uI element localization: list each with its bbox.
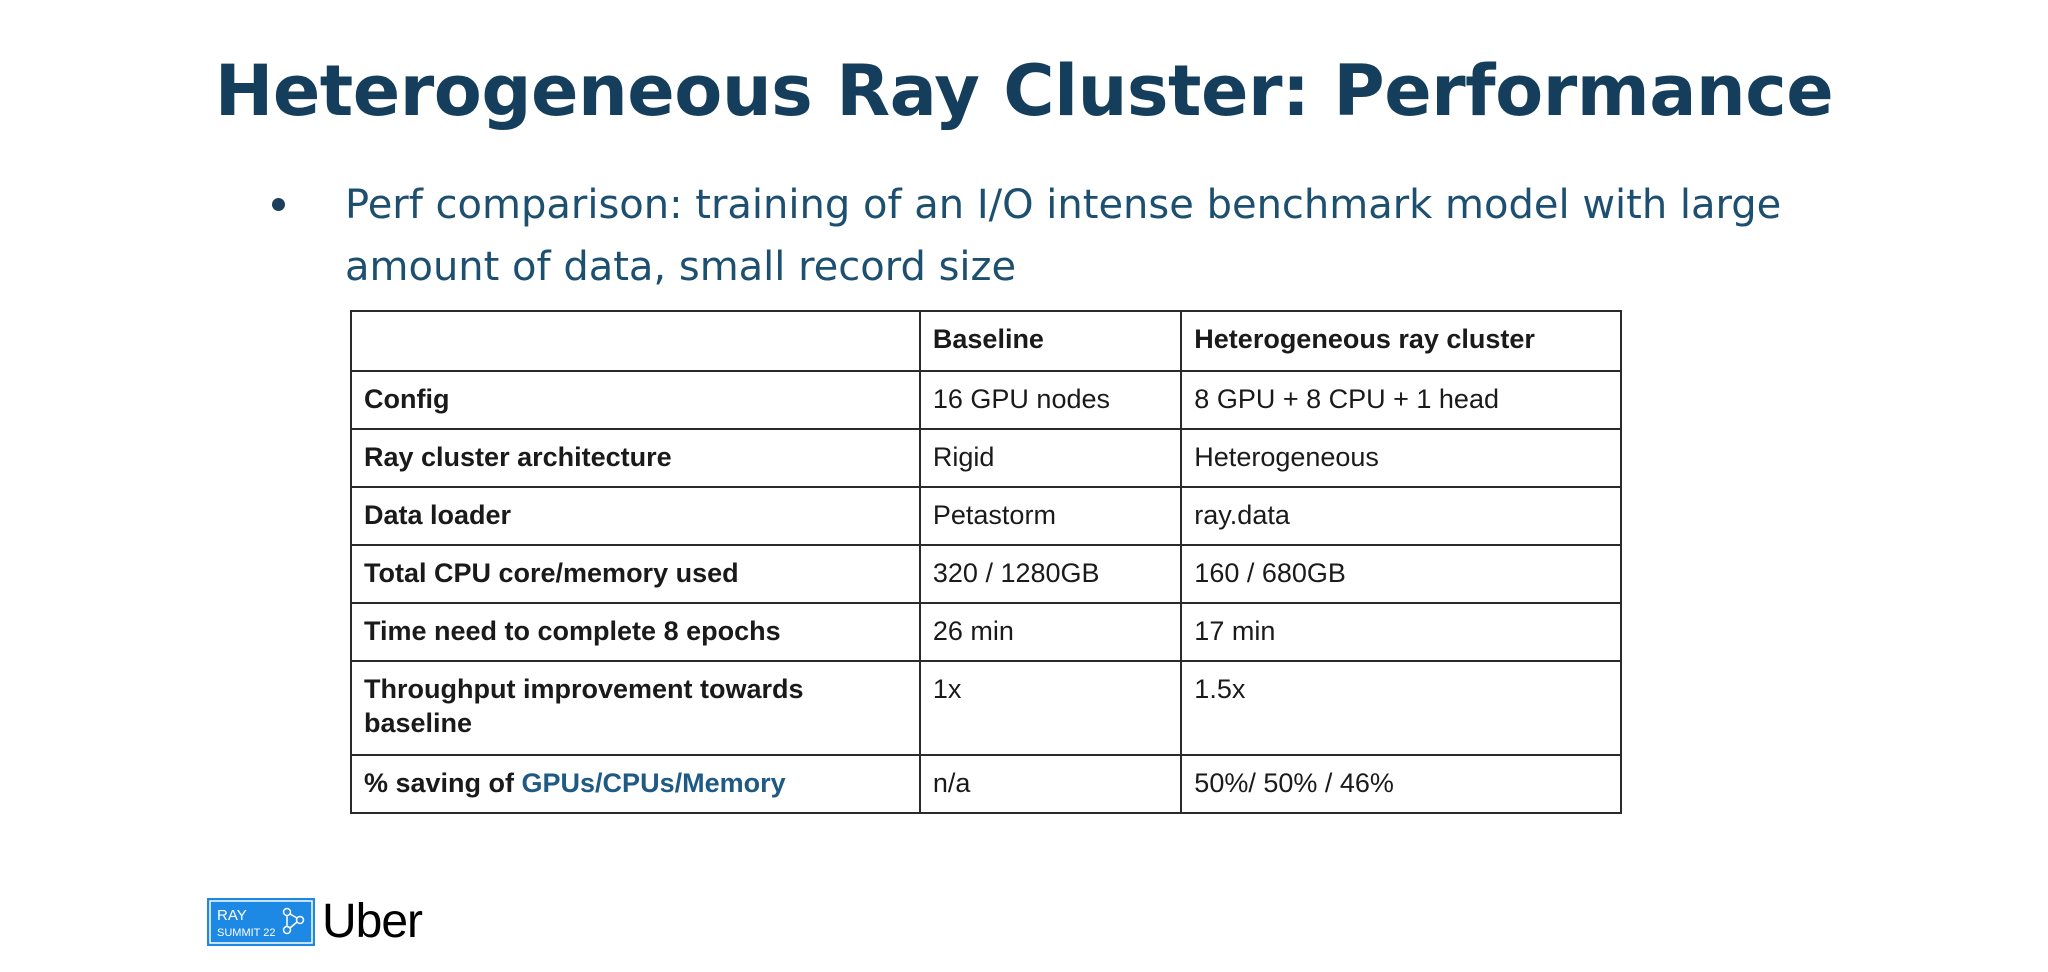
hetero-cell: Heterogeneous (1180, 428, 1622, 488)
row-label: % saving of GPUs/CPUs/Memory (350, 754, 921, 814)
performance-table: Baseline Heterogeneous ray cluster Confi… (350, 310, 1622, 814)
table-header-empty (350, 310, 921, 372)
baseline-cell: n/a (918, 754, 1183, 814)
table-row: Data loader Petastorm ray.data (350, 486, 1622, 546)
table-row: Throughput improvement towards baseline … (350, 660, 1622, 756)
table-row: Config 16 GPU nodes 8 GPU + 8 CPU + 1 he… (350, 370, 1622, 430)
hetero-cell: 160 / 680GB (1180, 544, 1622, 604)
table-header-baseline: Baseline (918, 310, 1183, 372)
row-label: Data loader (350, 486, 921, 546)
baseline-cell: 26 min (918, 602, 1183, 662)
row-label: Ray cluster architecture (350, 428, 921, 488)
ray-summit-logo: RAY SUMMIT 22 (207, 898, 315, 946)
row-label: Time need to complete 8 epochs (350, 602, 921, 662)
ray-summit-badge-text-ray: RAY (217, 907, 247, 924)
slide-title: Heterogeneous Ray Cluster: Performance (214, 50, 1834, 132)
ray-summit-badge-text-summit: SUMMIT 22 (217, 927, 275, 939)
hetero-cell: ray.data (1180, 486, 1622, 546)
table-row: Total CPU core/memory used 320 / 1280GB … (350, 544, 1622, 604)
bullet-dot-icon (272, 198, 285, 211)
row-label: Throughput improvement towards baseline (350, 660, 921, 756)
baseline-cell: 16 GPU nodes (918, 370, 1183, 430)
row-label: Total CPU core/memory used (350, 544, 921, 604)
hetero-cell: 1.5x (1180, 660, 1622, 756)
ray-network-icon (282, 907, 305, 935)
table-header-row: Baseline Heterogeneous ray cluster (350, 310, 1622, 372)
row-label: Config (350, 370, 921, 430)
table-header-hetero: Heterogeneous ray cluster (1180, 310, 1622, 372)
table-row: % saving of GPUs/CPUs/Memory n/a 50%/ 50… (350, 754, 1622, 814)
hetero-cell: 8 GPU + 8 CPU + 1 head (1180, 370, 1622, 430)
row-label-prefix: % saving of (364, 768, 522, 798)
baseline-cell: Petastorm (918, 486, 1183, 546)
ray-summit-badge-border (209, 900, 313, 944)
table-row: Time need to complete 8 epochs 26 min 17… (350, 602, 1622, 662)
uber-logo-text: Uber (322, 895, 423, 948)
table-row: Ray cluster architecture Rigid Heterogen… (350, 428, 1622, 488)
baseline-cell: Rigid (918, 428, 1183, 488)
baseline-cell: 320 / 1280GB (918, 544, 1183, 604)
hetero-cell: 17 min (1180, 602, 1622, 662)
bullet-text: Perf comparison: training of an I/O inte… (345, 182, 1782, 290)
baseline-cell: 1x (918, 660, 1183, 756)
row-label-highlight: GPUs/CPUs/Memory (521, 768, 786, 798)
hetero-cell: 50%/ 50% / 46% (1180, 754, 1622, 814)
